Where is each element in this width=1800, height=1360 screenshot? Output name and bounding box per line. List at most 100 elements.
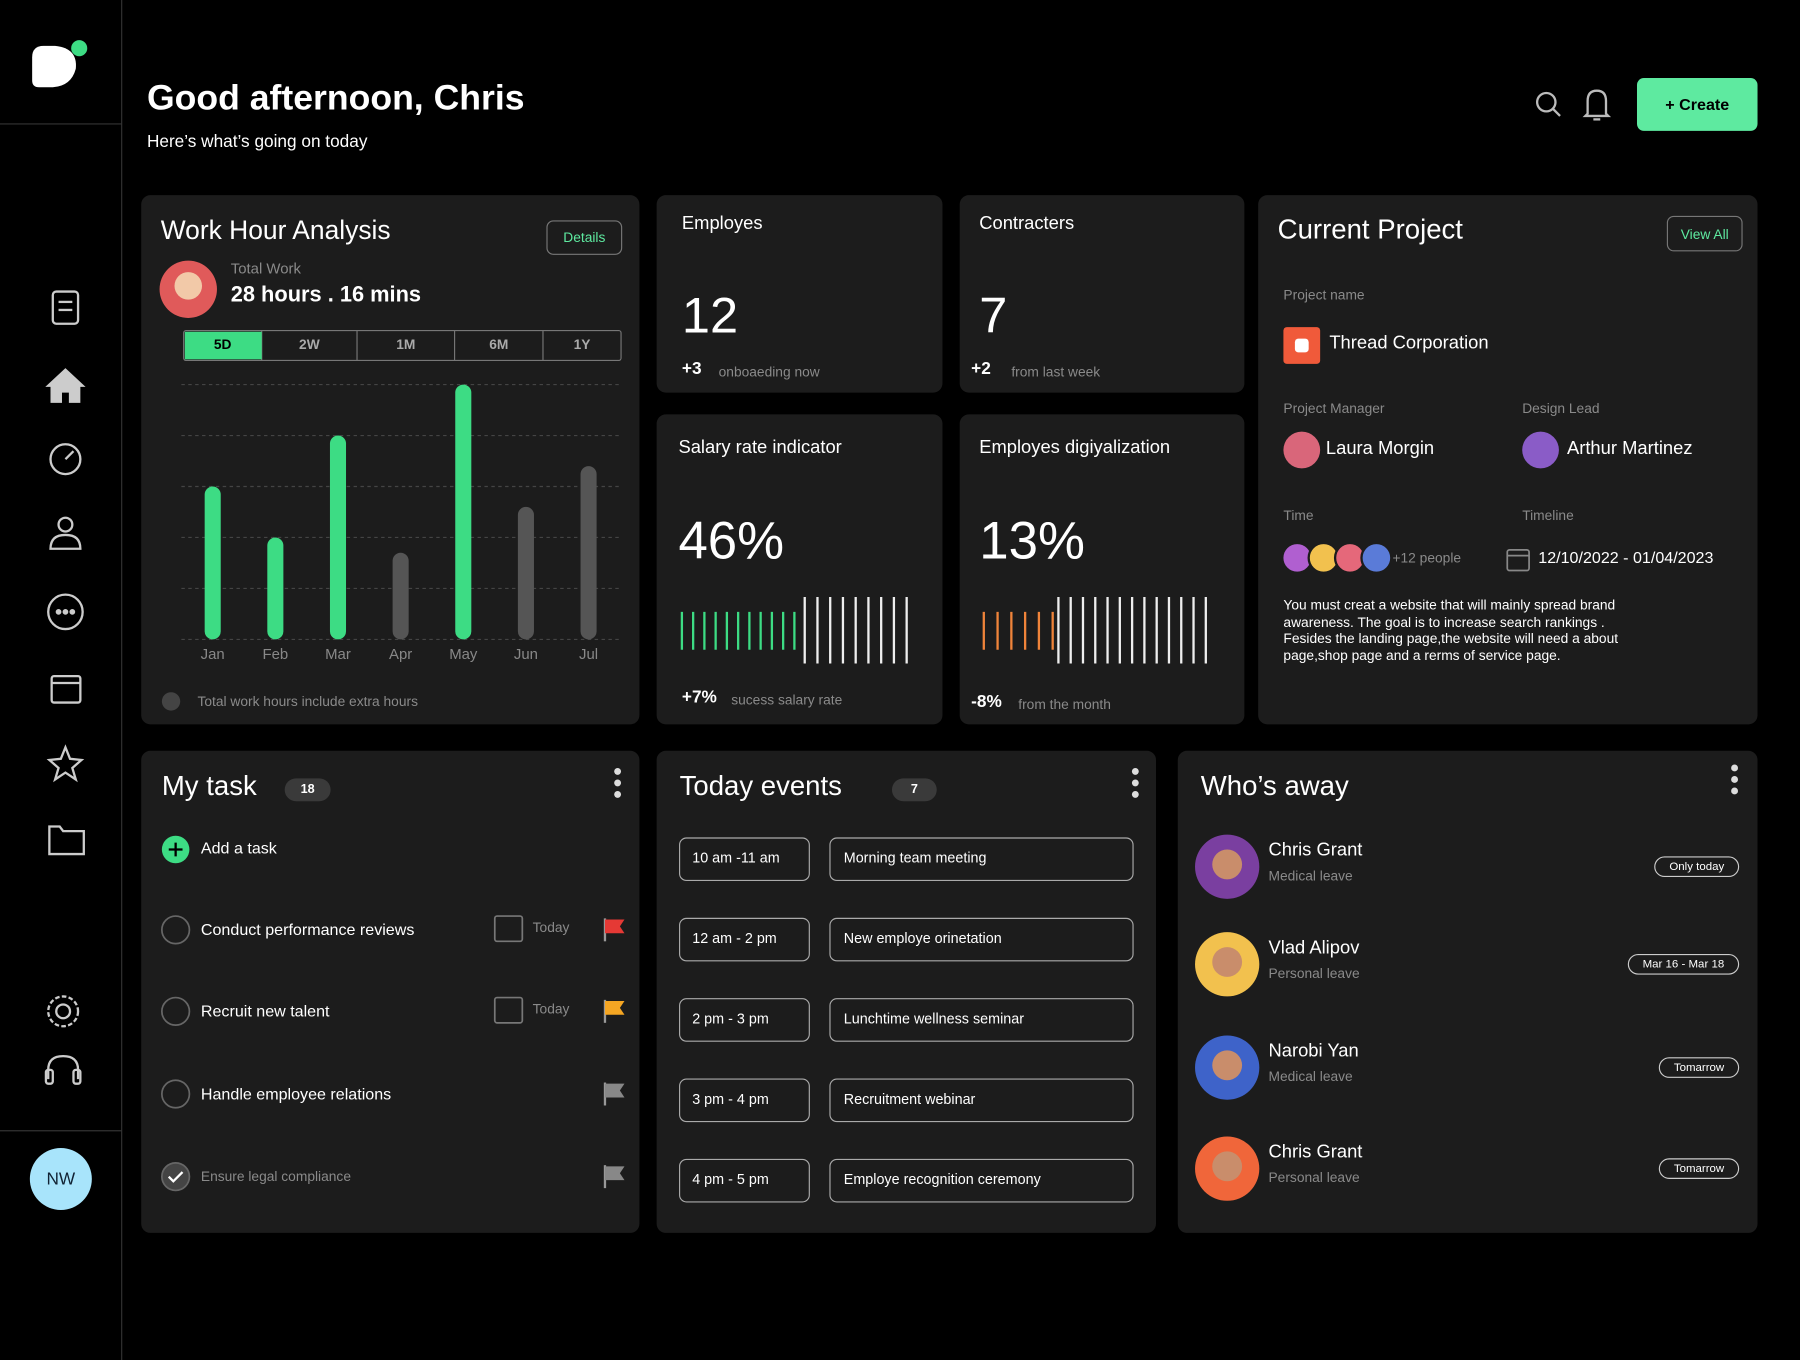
nav-icon[interactable] [72,1068,82,1085]
menu-dots[interactable] [614,790,622,798]
stat-value: 46% [678,510,785,570]
logo[interactable] [71,40,88,57]
person-name: Arthur Martinez [1566,438,1693,459]
event-time-box [679,1078,810,1123]
field-label: Time [1283,507,1314,524]
card [1177,750,1758,1233]
event-time: 4 pm - 5 pm [692,1171,769,1188]
menu-dots[interactable] [614,767,622,775]
card-title: Today events [679,770,842,802]
x-tick-label: May [449,646,478,663]
card [141,750,640,1233]
stat-title: Salary rate indicator [678,437,842,458]
x-tick-label: Jun [514,646,538,663]
nav-icon[interactable] [47,1054,80,1080]
menu-dots[interactable] [1131,790,1139,798]
leave-reason: Personal leave [1268,1169,1360,1186]
person-face [1212,947,1243,977]
task-flag[interactable] [604,1166,625,1181]
x-tick-label: Mar [325,646,351,663]
menu-dots[interactable] [1731,764,1739,772]
logo[interactable] [32,40,88,88]
logo[interactable] [32,45,76,88]
person-avatar [1283,431,1321,469]
leave-when: Tomarrow [1658,1158,1740,1179]
menu-dots[interactable] [1731,776,1739,783]
menu-dots[interactable] [1131,767,1139,775]
field-label: Project name [1283,286,1365,303]
nav-icon[interactable] [49,443,82,476]
range-tab-active[interactable] [184,331,262,360]
menu-dots[interactable] [614,779,622,787]
nav-icon[interactable] [45,368,86,403]
page-title: Good afternoon, Chris [146,77,525,118]
task-checkbox[interactable] [161,1162,191,1192]
range-tab[interactable]: 6M [489,336,509,353]
nav-icon[interactable] [62,608,69,615]
menu-dots[interactable] [1131,779,1139,787]
menu-dots[interactable] [1731,787,1739,795]
task-flag[interactable] [604,919,625,934]
add-task-icon[interactable] [168,842,183,857]
card [141,195,640,725]
task-flag[interactable] [604,1001,625,1015]
create-button[interactable]: + Create [1636,78,1758,131]
person-face [1212,1151,1243,1182]
details-button[interactable]: Details [546,220,623,255]
x-tick-label: Jul [579,646,598,663]
card [1258,195,1758,725]
nav-icon[interactable] [57,516,74,533]
task-flag[interactable] [604,1083,625,1098]
user-avatar[interactable] [29,1147,92,1210]
stat-value: 7 [979,287,1008,344]
range-tab[interactable]: 1M [396,336,416,353]
view-all-button[interactable]: View All [1666,215,1743,252]
x-tick-label: Feb [263,646,289,663]
calendar-icon [1506,549,1530,572]
leave-reason: Personal leave [1268,965,1360,982]
card-title: Work Hour Analysis [160,214,391,245]
task-checkbox[interactable] [161,915,191,945]
project-description: You must creat a website that will mainl… [1283,596,1619,663]
stat-value: 12 [681,287,739,344]
range-tabs[interactable] [183,330,622,362]
nav-icon[interactable] [47,593,84,631]
nav-icon[interactable] [44,290,86,1085]
menu-dots[interactable] [614,764,1739,798]
leave-when: Mar 16 - Mar 18 [1627,953,1740,975]
event-name: Morning team meeting [843,850,987,867]
range-tab[interactable]: 1Y [573,336,591,353]
user-initials[interactable]: NW [46,1169,76,1189]
range-tab[interactable]: 2W [299,336,320,353]
header-icon[interactable] [1552,108,1561,117]
add-task-icon[interactable] [161,835,190,864]
range-tabs[interactable] [183,330,622,362]
event-time: 3 pm - 4 pm [692,1091,769,1108]
nav-icon[interactable] [55,1003,72,1020]
nav-icon[interactable] [51,290,80,325]
nav-icon[interactable] [55,608,62,615]
nav-icon[interactable] [44,1068,54,1085]
task-checkbox[interactable] [161,1079,191,1109]
header-icon[interactable] [1582,89,1612,118]
range-tab[interactable]: 5D [213,336,232,353]
nav-icon[interactable] [49,533,82,550]
header-icon[interactable] [1535,91,1557,113]
nav-icon[interactable] [48,825,85,856]
stat-note: from the month [1018,696,1111,713]
total-label: Total Work [230,259,301,277]
header-icon[interactable] [1535,89,1612,121]
task-text: Conduct performance reviews [200,920,415,939]
person-face [1212,849,1243,880]
add-task[interactable]: Add a task [200,838,277,858]
nav-icon[interactable] [64,450,75,460]
nav-icon[interactable] [46,744,85,783]
calendar-icon [493,996,524,1024]
task-checkbox[interactable] [161,996,191,1026]
leave-reason: Medical leave [1268,1068,1353,1085]
nav-icon[interactable] [69,608,76,615]
nav-icon[interactable] [47,995,80,1028]
nav-icon[interactable] [50,674,82,704]
x-tick-label: Jan [201,646,225,663]
